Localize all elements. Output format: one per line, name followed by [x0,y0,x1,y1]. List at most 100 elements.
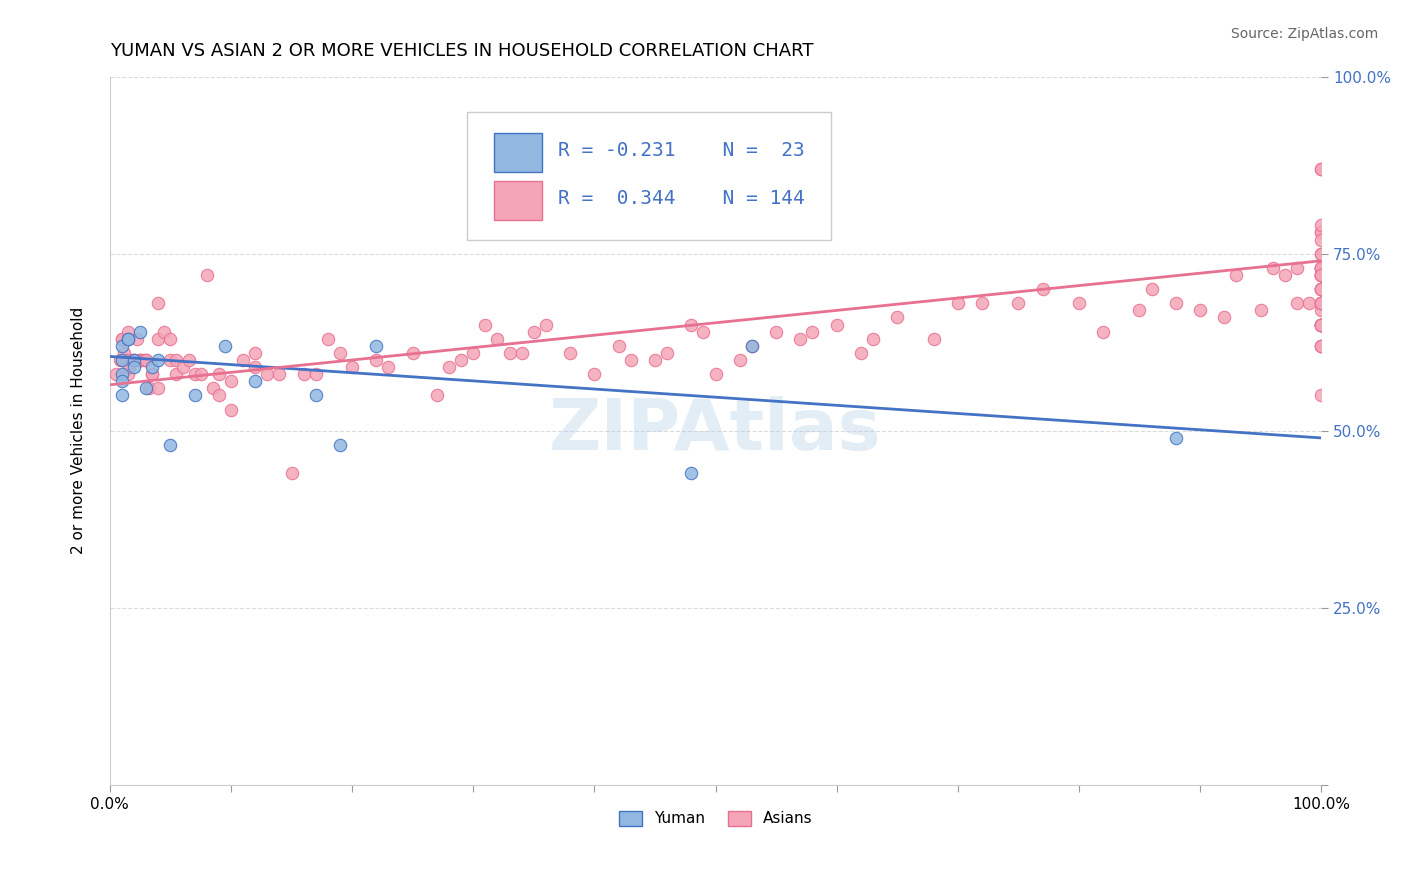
Point [118,360,141,375]
Y-axis label: 2 or more Vehicles in Household: 2 or more Vehicles in Household [72,307,86,555]
Point [138,381,160,395]
Point [1310,233,1333,247]
Point [801,325,824,339]
Point [1310,318,1333,332]
Point [256,367,278,381]
Point [1310,318,1333,332]
Point [122,353,145,368]
Point [437,360,460,375]
Point [644,353,666,368]
Point [1225,268,1247,282]
Point [450,353,472,368]
Point [498,346,520,360]
FancyBboxPatch shape [494,133,543,172]
Point [1310,226,1333,240]
Point [280,467,302,481]
Point [214,339,236,353]
Point [111,388,134,402]
Point [1310,268,1333,282]
Point [463,346,485,360]
Point [510,346,533,360]
Point [117,332,139,346]
Point [148,296,170,310]
Point [1310,226,1333,240]
Point [1067,296,1090,310]
Point [1310,318,1333,332]
Point [111,353,134,368]
Point [534,318,557,332]
Point [125,332,148,346]
Point [1310,318,1333,332]
Point [620,353,643,368]
Point [1298,296,1320,310]
Point [655,346,678,360]
Point [1274,268,1296,282]
Point [366,353,388,368]
Point [148,381,170,395]
Point [486,332,509,346]
Point [1250,303,1272,318]
Point [560,346,582,360]
Text: YUMAN VS ASIAN 2 OR MORE VEHICLES IN HOUSEHOLD CORRELATION CHART: YUMAN VS ASIAN 2 OR MORE VEHICLES IN HOU… [110,42,813,60]
Point [1310,339,1333,353]
Point [208,367,231,381]
Point [166,353,188,368]
Point [135,353,157,368]
Point [741,339,763,353]
Point [159,353,181,368]
Point [1164,431,1187,445]
Point [104,367,127,381]
Point [141,367,163,381]
Point [148,332,170,346]
Point [474,318,496,332]
Point [1310,388,1333,402]
Point [1310,260,1333,275]
Text: R = -0.231    N =  23: R = -0.231 N = 23 [558,142,804,161]
Point [159,438,181,452]
Point [1261,260,1284,275]
Point [316,332,339,346]
Point [583,367,606,381]
Point [728,353,751,368]
Point [183,367,205,381]
Point [1310,260,1333,275]
Point [523,325,546,339]
Point [122,353,145,368]
Point [132,353,155,368]
Point [129,353,152,368]
FancyBboxPatch shape [494,181,543,219]
Point [1128,303,1150,318]
Point [117,367,139,381]
Point [148,353,170,368]
Point [1310,260,1333,275]
Point [970,296,993,310]
Point [681,467,703,481]
Point [111,332,134,346]
Point [825,318,848,332]
Point [1310,296,1333,310]
Point [1285,260,1308,275]
Text: R =  0.344    N = 144: R = 0.344 N = 144 [558,189,804,208]
Point [1310,318,1333,332]
Point [232,353,254,368]
Point [117,325,139,339]
Point [329,438,352,452]
Point [177,353,200,368]
Point [122,360,145,375]
Text: ZIPAtlas: ZIPAtlas [550,396,882,466]
Point [402,346,425,360]
FancyBboxPatch shape [467,112,831,240]
Point [245,346,267,360]
Point [305,367,328,381]
Point [183,388,205,402]
Point [1310,268,1333,282]
Point [159,332,181,346]
Point [692,325,714,339]
Point [122,353,145,368]
Point [1310,296,1333,310]
Point [108,353,131,368]
Point [607,339,630,353]
Point [1213,310,1236,325]
Point [111,339,134,353]
Point [305,388,328,402]
